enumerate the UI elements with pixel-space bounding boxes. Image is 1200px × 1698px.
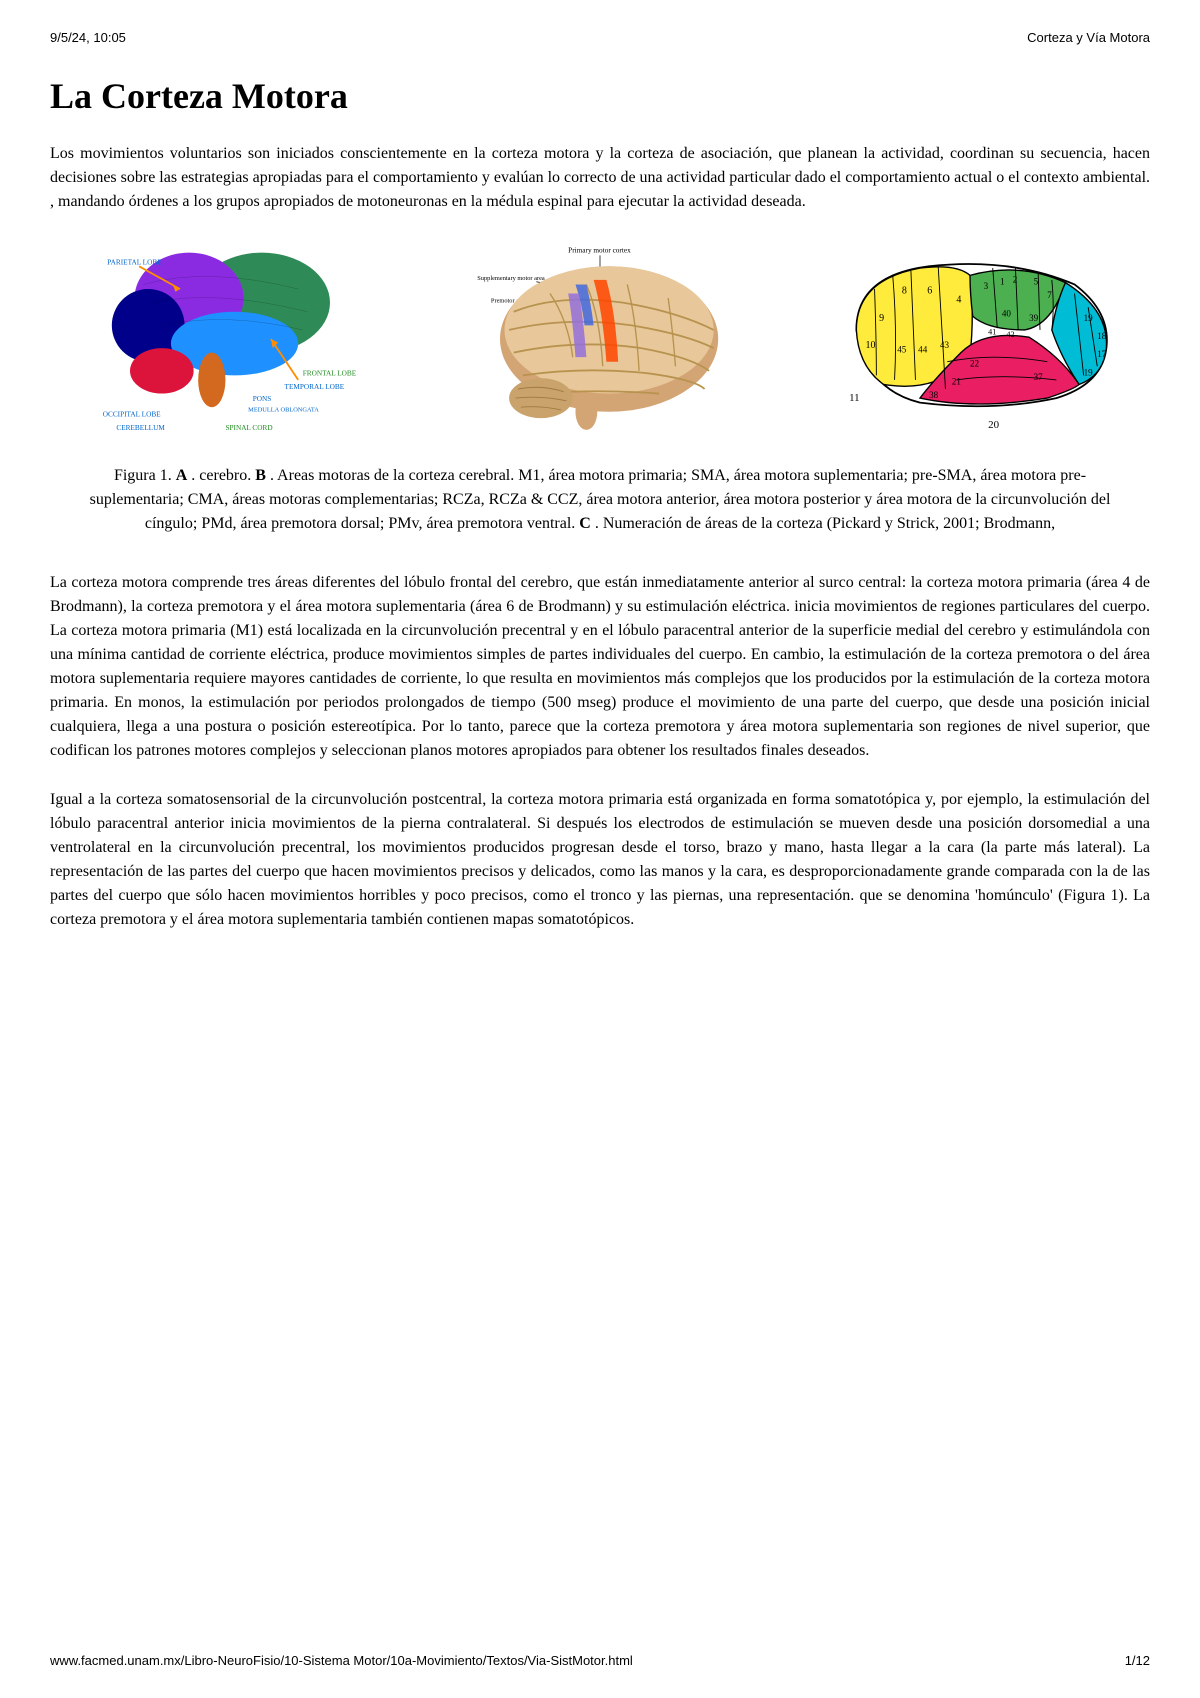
svg-text:9: 9	[879, 313, 884, 324]
figure-1-caption: Figura 1. A . cerebro. B . Areas motoras…	[80, 464, 1120, 536]
svg-text:3: 3	[984, 281, 989, 291]
svg-text:CEREBELLUM: CEREBELLUM	[116, 424, 165, 432]
svg-text:41: 41	[988, 327, 996, 336]
body-paragraph-3: Igual a la corteza somatosensorial de la…	[50, 788, 1150, 932]
header-datetime: 9/5/24, 10:05	[50, 30, 126, 45]
svg-text:10: 10	[865, 340, 875, 351]
svg-text:1: 1	[1000, 276, 1005, 286]
brain-lobes-diagram: PARIETAL LOBE FRONTAL LOBE TEMPORAL LOBE…	[50, 239, 410, 439]
svg-text:5: 5	[1034, 276, 1039, 286]
svg-text:PONS: PONS	[253, 395, 272, 403]
figure-panel-a: PARIETAL LOBE FRONTAL LOBE TEMPORAL LOBE…	[50, 239, 410, 439]
svg-text:8: 8	[902, 286, 907, 297]
svg-text:37: 37	[1034, 372, 1044, 382]
svg-text:40: 40	[1002, 308, 1012, 318]
svg-text:18: 18	[1097, 331, 1107, 341]
brain-motor-areas-diagram: Primary motor cortex Supplementary motor…	[420, 239, 780, 439]
svg-text:11: 11	[849, 392, 860, 404]
svg-text:OCCIPITAL LOBE: OCCIPITAL LOBE	[103, 410, 161, 418]
svg-text:39: 39	[1029, 313, 1039, 323]
figure-1: PARIETAL LOBE FRONTAL LOBE TEMPORAL LOBE…	[50, 239, 1150, 439]
footer-url: www.facmed.unam.mx/Libro-NeuroFisio/10-S…	[50, 1653, 633, 1668]
svg-text:19: 19	[1084, 313, 1094, 323]
body-paragraph-2: La corteza motora comprende tres áreas d…	[50, 571, 1150, 763]
svg-text:22: 22	[970, 358, 980, 368]
svg-text:19: 19	[1084, 367, 1094, 377]
svg-text:42: 42	[1006, 330, 1014, 339]
svg-text:SPINAL CORD: SPINAL CORD	[225, 424, 272, 432]
figure-panel-b: Primary motor cortex Supplementary motor…	[420, 239, 780, 439]
svg-text:7: 7	[1047, 290, 1052, 300]
svg-text:MEDULLA OBLONGATA: MEDULLA OBLONGATA	[248, 407, 319, 414]
svg-text:45: 45	[897, 345, 907, 355]
svg-text:6: 6	[927, 286, 932, 297]
svg-text:Supplementary motor area: Supplementary motor area	[477, 275, 545, 282]
svg-text:4: 4	[956, 295, 961, 306]
page-header: 9/5/24, 10:05 Corteza y Vía Motora	[50, 30, 1150, 45]
footer-pagenum: 1/12	[1125, 1653, 1150, 1668]
intro-paragraph: Los movimientos voluntarios son iniciado…	[50, 142, 1150, 214]
svg-text:FRONTAL LOBE: FRONTAL LOBE	[303, 369, 357, 377]
svg-text:17: 17	[1097, 349, 1107, 359]
svg-text:20: 20	[988, 419, 999, 431]
svg-text:43: 43	[940, 340, 950, 350]
svg-text:TEMPORAL LOBE: TEMPORAL LOBE	[285, 383, 345, 391]
brodmann-areas-diagram: 8 6 4 9 10 45 44 43 3 1 2 5 7 40 39 41 4…	[790, 239, 1150, 439]
page-title: La Corteza Motora	[50, 75, 1150, 117]
figure-panel-c: 8 6 4 9 10 45 44 43 3 1 2 5 7 40 39 41 4…	[790, 239, 1150, 439]
svg-text:Primary motor cortex: Primary motor cortex	[568, 247, 631, 255]
svg-text:38: 38	[929, 390, 939, 400]
page-footer: www.facmed.unam.mx/Libro-NeuroFisio/10-S…	[50, 1653, 1150, 1668]
svg-text:44: 44	[918, 345, 928, 355]
header-doctitle: Corteza y Vía Motora	[1027, 30, 1150, 45]
svg-text:PARIETAL LOBE: PARIETAL LOBE	[107, 258, 162, 266]
svg-text:2: 2	[1013, 275, 1018, 285]
svg-text:21: 21	[952, 376, 961, 386]
